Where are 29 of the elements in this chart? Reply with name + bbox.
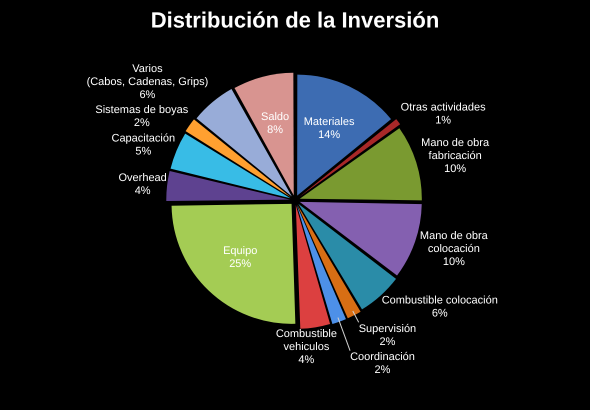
data-label: 4% <box>298 354 315 366</box>
chart-title: Distribución de la Inversión <box>150 7 440 32</box>
data-label: 1% <box>435 114 452 127</box>
slice-label: Coordinación <box>350 351 415 364</box>
slice-label: Capacitación <box>112 132 176 144</box>
data-label: 2% <box>134 117 150 130</box>
slice-label: Saldo <box>260 110 290 123</box>
slice-label: Mano de obra fabricación <box>421 137 490 162</box>
slice-label: Equipo <box>223 245 258 258</box>
slice-label: Combustible vehiculos <box>276 328 337 353</box>
slice-label: Combustible colocación <box>382 294 498 306</box>
slice-label: Overhead <box>118 172 167 184</box>
slice-label: Supervisión <box>358 322 416 335</box>
data-label: 14% <box>318 129 340 142</box>
slice-label: Mano de obra colocación <box>420 230 489 255</box>
data-label: 5% <box>135 145 152 158</box>
data-label: 10% <box>444 163 466 176</box>
data-label: 6% <box>139 88 156 101</box>
data-label: 2% <box>374 364 391 376</box>
slice-label: Varios (Cabos, Cadenas, Grips) <box>86 62 208 88</box>
data-label: 4% <box>134 184 151 197</box>
data-label: 8% <box>267 124 284 136</box>
slice-label: Sistemas de boyas <box>95 104 189 116</box>
data-label: 2% <box>379 336 396 348</box>
data-label: 6% <box>432 307 448 320</box>
slice-label: Otras actividades <box>400 102 486 114</box>
data-label: 10% <box>442 256 466 268</box>
data-label: 25% <box>229 258 252 270</box>
slice-label: Materiales <box>304 116 355 128</box>
